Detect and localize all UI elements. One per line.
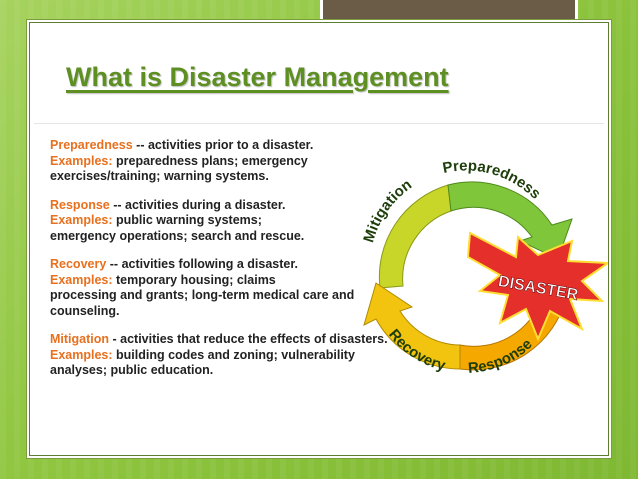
term-label: Mitigation (50, 332, 110, 346)
definition-preparedness: Preparedness -- activities prior to a di… (50, 138, 390, 185)
term-separator: -- (109, 197, 126, 212)
term-separator: - (109, 332, 121, 346)
examples-label: Examples: (50, 347, 113, 362)
term-separator: -- (132, 138, 148, 152)
title-divider (34, 123, 604, 124)
disaster-burst-icon (466, 231, 608, 342)
examples-text: temporary housing; claims (112, 272, 276, 287)
term-description: activities that reduce the effects of di… (120, 332, 388, 346)
term-description: activities following a disaster. (121, 257, 299, 271)
slide-panel: What is Disaster Management Preparedness… (29, 22, 609, 456)
definition-response: Response -- activities during a disaster… (50, 198, 390, 245)
examples-text-continued: emergency operations; search and rescue. (50, 228, 305, 243)
term-label: Response (50, 197, 110, 212)
definition-recovery: Recovery -- activities following a disas… (50, 257, 390, 319)
examples-text: public warning systems; (112, 213, 262, 227)
examples-label: Examples: (50, 272, 113, 287)
definitions-list: Preparedness -- activities prior to a di… (50, 138, 390, 392)
cycle-segment-recovery (363, 282, 461, 370)
term-label: Preparedness (50, 138, 133, 152)
examples-text-continued: analyses; public education. (50, 363, 214, 377)
term-label: Recovery (50, 257, 107, 271)
disaster-cycle-diagram: Preparedness Mitigation Recovery Respons… (360, 157, 608, 377)
examples-text: preparedness plans; emergency (112, 153, 308, 168)
examples-text-continued: exercises/training; warning systems. (50, 169, 269, 183)
examples-text-continued: processing and grants; long-term medical… (50, 288, 355, 318)
definition-mitigation: Mitigation - activities that reduce the … (50, 332, 390, 379)
term-description: activities prior to a disaster. (147, 138, 314, 152)
examples-label: Examples: (50, 213, 113, 227)
cycle-segment-preparedness (447, 181, 573, 260)
slide-title: What is Disaster Management (66, 62, 449, 92)
term-separator: -- (106, 257, 122, 271)
examples-text: building codes and zoning; vulnerability (112, 347, 355, 362)
term-description: activities during a disaster. (125, 197, 286, 212)
examples-label: Examples: (50, 153, 113, 168)
